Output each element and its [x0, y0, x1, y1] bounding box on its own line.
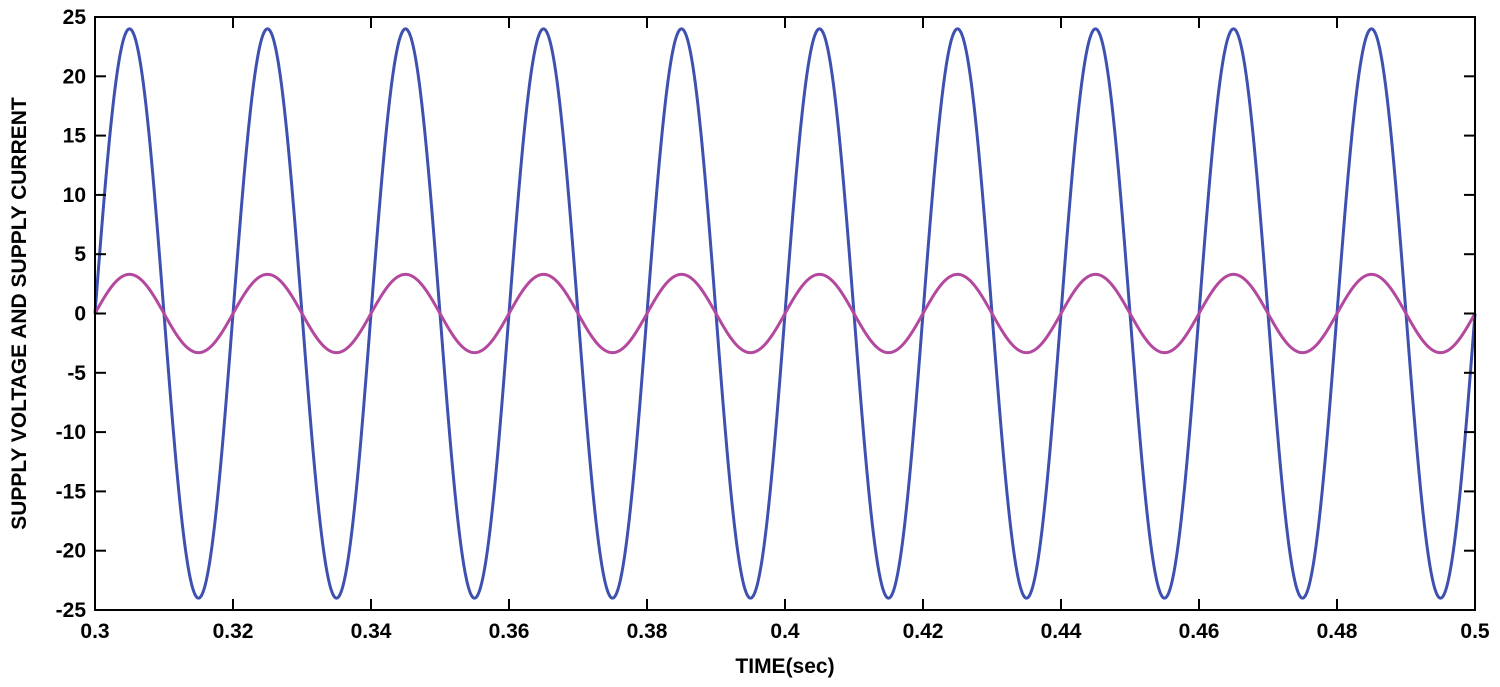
x-tick-label: 0.44 [1041, 620, 1082, 643]
x-tick-label: 0.3 [80, 620, 109, 643]
y-tick-label: 5 [74, 243, 86, 266]
axis-ticks [94, 16, 1476, 611]
x-tick-label: 0.4 [770, 620, 800, 643]
x-tick-label: 0.42 [903, 620, 944, 643]
x-tick-label: 0.46 [1179, 620, 1220, 643]
y-axis-label: SUPPLY VOLTAGE AND SUPPLY CURRENT [8, 97, 31, 530]
y-tick-label: -10 [56, 421, 86, 444]
x-tick-label: 0.38 [627, 620, 668, 643]
x-tick-label: 0.32 [213, 620, 254, 643]
y-tick-label: -20 [56, 540, 86, 563]
series-line-supply-current [93, 272, 1477, 355]
x-tick-label: 0.36 [489, 620, 530, 643]
y-tick-label: -5 [67, 362, 86, 385]
y-tick-label: -25 [56, 599, 87, 622]
y-tick-label: 15 [63, 125, 87, 148]
y-tick-label: 20 [63, 65, 86, 88]
y-tick-label: 25 [63, 6, 87, 29]
axis-tick-labels: 0.3 0.32 0.34 0.36 0.38 0.4 0.42 0.44 0.46 0.48 0.… [56, 6, 1490, 643]
series-layer [93, 27, 1477, 600]
y-tick-label: 10 [63, 184, 86, 207]
y-tick-label: 0 [74, 303, 86, 326]
x-tick-label: 0.5 [1460, 620, 1490, 643]
y-tick-label: -15 [56, 480, 87, 503]
x-tick-label: 0.34 [351, 620, 392, 643]
x-tick-label: 0.48 [1317, 620, 1358, 643]
x-axis-label: TIME(sec) [735, 655, 834, 678]
